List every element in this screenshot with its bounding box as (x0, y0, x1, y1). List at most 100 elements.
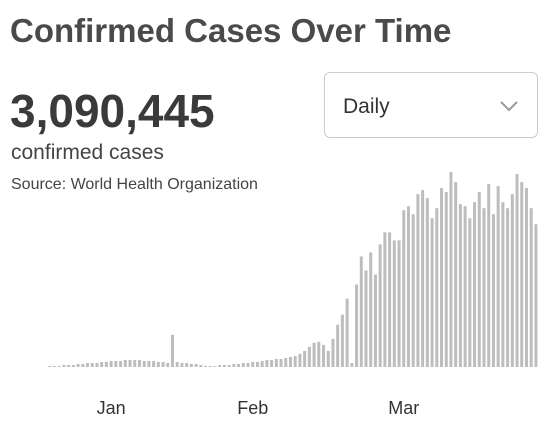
bar (71, 364, 75, 367)
bar (482, 208, 486, 367)
bar (388, 232, 392, 367)
bar (213, 365, 217, 367)
bar (487, 184, 491, 367)
bar (114, 360, 118, 367)
bar (529, 208, 533, 367)
bar (265, 359, 269, 367)
bar (454, 182, 458, 367)
bar (307, 346, 311, 367)
dropdown-value[interactable]: Daily (343, 95, 390, 118)
bar (208, 365, 212, 367)
bar (166, 362, 170, 367)
bar (185, 362, 189, 367)
bar (506, 208, 510, 367)
bar (241, 362, 245, 367)
bar (204, 365, 208, 367)
bar (430, 218, 434, 367)
bar (62, 364, 66, 367)
bar (364, 270, 368, 367)
bar (312, 342, 316, 367)
bar (170, 334, 174, 367)
bar (293, 355, 297, 367)
bar (104, 361, 108, 367)
bar (194, 363, 198, 367)
bar (251, 361, 255, 367)
x-tick-label: Mar (388, 398, 419, 418)
dropdown[interactable]: Daily (324, 72, 538, 138)
bar (444, 192, 448, 367)
bar (326, 350, 330, 367)
bar (510, 194, 514, 367)
bar (123, 359, 127, 367)
bar (246, 362, 250, 367)
bar (222, 364, 226, 367)
bar (81, 363, 85, 367)
bar (501, 202, 505, 367)
bar (440, 188, 444, 367)
bar (218, 364, 222, 367)
bar (406, 206, 410, 367)
bar (109, 360, 113, 367)
bar (175, 361, 179, 367)
bar (284, 357, 288, 367)
bar (383, 232, 387, 367)
bar (133, 359, 137, 367)
bar (86, 362, 90, 367)
bar (237, 363, 241, 367)
bar (373, 274, 377, 367)
bar (520, 182, 524, 367)
bar (260, 360, 264, 367)
bar (57, 365, 61, 367)
bar (48, 365, 52, 367)
chevron (500, 101, 518, 112)
bar (473, 202, 477, 367)
bar (255, 361, 259, 367)
total-count: 3,090,445 (10, 85, 215, 137)
bar (534, 224, 538, 367)
bar (128, 359, 132, 367)
bar (156, 361, 160, 367)
source: Source: World Health Organization (11, 176, 258, 193)
bar (90, 362, 94, 367)
bar (67, 364, 71, 367)
bar (119, 360, 123, 367)
bar (416, 194, 420, 367)
bar (340, 314, 344, 367)
bar (369, 252, 373, 367)
bar (142, 360, 146, 367)
bar (52, 365, 56, 367)
bar (458, 204, 462, 367)
bar (270, 359, 274, 367)
bar (336, 324, 340, 367)
bar (76, 363, 80, 367)
x-tick-label: Jan (97, 398, 126, 418)
bar (345, 298, 349, 367)
bar (95, 362, 99, 367)
title: Confirmed Cases Over Time (10, 12, 452, 49)
bar (189, 363, 193, 367)
bar (331, 338, 335, 367)
bar (152, 360, 156, 367)
bar (425, 198, 429, 367)
bar (350, 362, 354, 367)
bar (288, 356, 292, 367)
bar (199, 364, 203, 367)
bar (468, 218, 472, 367)
bar (421, 190, 425, 367)
bar (317, 341, 321, 367)
total-label: confirmed cases (11, 141, 164, 164)
bar (161, 361, 165, 367)
bar (491, 214, 495, 367)
bar (515, 174, 519, 367)
bar (378, 244, 382, 367)
x-tick-label: Feb (237, 398, 268, 418)
bar (227, 364, 231, 367)
bar (303, 350, 307, 367)
bar (279, 358, 283, 367)
bar (147, 360, 151, 367)
bar (392, 240, 396, 367)
bar (180, 362, 184, 367)
bar (298, 353, 302, 367)
bar (137, 359, 141, 367)
